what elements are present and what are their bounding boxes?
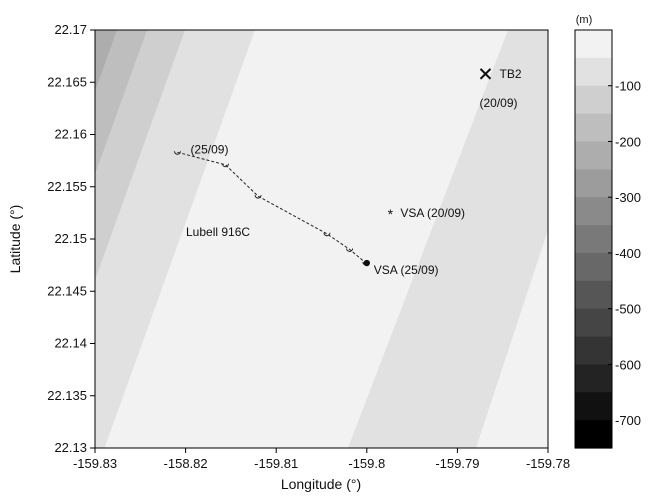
- track-waypoint: [346, 248, 354, 252]
- colorbar-unit-label: (m): [576, 14, 593, 26]
- colorbar-segment: [575, 141, 612, 170]
- colorbar-segment: [575, 113, 612, 143]
- colorbar-segment: [575, 336, 612, 365]
- colorbar-segment: [575, 364, 612, 393]
- map-markers: TB2 (20/09) * VSA (20/09) VSA (25/09) (25/09): [190, 67, 521, 277]
- tb2-label: TB2: [499, 67, 521, 81]
- vsa-25-label: VSA (25/09): [374, 263, 439, 277]
- y-axis-label: Latitude (°): [7, 205, 23, 274]
- colorbar-segment: [575, 280, 612, 310]
- colorbar-segment: [575, 169, 612, 198]
- colorbar-segment: [575, 225, 612, 254]
- x-tick-label: -159.83: [73, 456, 117, 471]
- colorbar-frame: [574, 29, 613, 449]
- x-axis-ticks: -159.83 -158.82 -159.81 -159.8 -159.79 -159.7…: [73, 448, 570, 471]
- contour-band: [95, 30, 256, 448]
- colorbar-segment: [575, 30, 612, 59]
- y-tick-label: 22.16: [54, 127, 87, 142]
- tb2-date-label: (20/09): [479, 96, 517, 110]
- x-tick-label: -159.79: [435, 456, 479, 471]
- colorbar-segment: [575, 308, 612, 338]
- track-waypoint: [221, 163, 229, 168]
- y-tick-label: 22.145: [47, 283, 87, 298]
- colorbar-segment: [575, 85, 612, 115]
- track-waypoint: [254, 195, 262, 199]
- colorbar-tick-label: -200: [615, 134, 641, 149]
- colorbar-segment: [575, 392, 612, 421]
- x-tick-label: -159.78: [526, 456, 570, 471]
- y-tick-label: 22.13: [54, 440, 87, 455]
- x-tick-label: -159.8: [348, 456, 385, 471]
- x-tick-label: -159.81: [254, 456, 298, 471]
- colorbar-tick-label: -300: [615, 190, 641, 205]
- colorbar-tick-label: -500: [615, 302, 641, 317]
- y-axis-ticks: 22.13 22.135 22.14 22.145 22.15 22.155 22.16 22…: [47, 22, 95, 455]
- track-label: Lubell 916C: [186, 225, 250, 239]
- depth-contour-fill: [95, 30, 548, 448]
- y-tick-label: 22.15: [54, 231, 87, 246]
- contour-band: [348, 30, 548, 448]
- y-tick-label: 22.155: [47, 179, 87, 194]
- vsa-25-marker: [363, 259, 370, 267]
- y-tick-label: 22.165: [47, 74, 87, 89]
- depth-colorbar: -100 -200 -300 -400 -500 -600 -700: [574, 29, 641, 449]
- colorbar-tick-label: -100: [615, 79, 641, 94]
- colorbar-segment: [575, 420, 612, 449]
- colorbar-tick-label: -700: [615, 413, 641, 428]
- tb2-marker: [479, 68, 492, 80]
- track-waypoint: [173, 151, 181, 155]
- track-waypoint: [323, 232, 331, 237]
- vsa-20-label: VSA (20/09): [400, 206, 465, 220]
- y-tick-label: 22.17: [54, 22, 87, 37]
- track-start-date-label: (25/09): [190, 142, 228, 156]
- contour-band: [476, 230, 548, 448]
- x-tick-label: -158.82: [164, 456, 208, 471]
- track-line: [177, 151, 367, 264]
- x-axis-label: Longitude (°): [281, 476, 361, 492]
- y-tick-label: 22.135: [47, 388, 87, 403]
- colorbar-tick-label: -400: [615, 246, 641, 261]
- colorbar-segment: [575, 57, 612, 87]
- contour-band: [104, 30, 326, 448]
- vsa-20-marker: *: [388, 206, 394, 222]
- y-tick-label: 22.14: [54, 336, 87, 351]
- colorbar-segment: [575, 252, 612, 282]
- colorbar-tick-label: -600: [615, 357, 641, 372]
- colorbar-segment: [575, 197, 612, 226]
